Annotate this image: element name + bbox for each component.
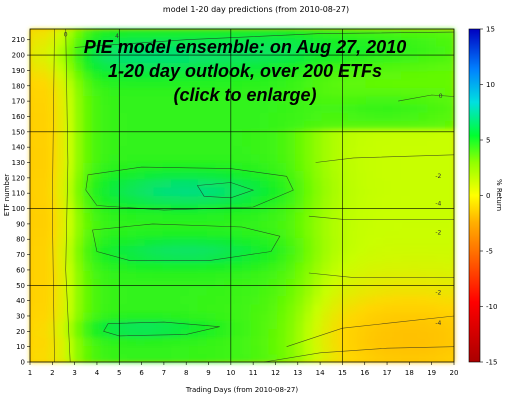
contour-line [315,154,455,163]
contour-line [398,94,455,102]
x-tick-label: 8 [184,369,188,377]
contour-line [196,182,255,199]
gridlines [30,29,454,362]
colorbar-gradient [468,28,481,363]
overlay-line-1[interactable]: PIE model ensemble: on Aug 27, 2010 [84,37,406,57]
contour-line [92,223,281,261]
x-tick-label: 5 [117,369,121,377]
y-tick-label: 140 [12,144,25,152]
contour-labels: 0 4 0 -2 -2 -4 -2 -4 [64,32,443,327]
x-tick-label: 16 [360,369,369,377]
x-tick-label: 6 [139,369,144,377]
plot-area: 0 4 0 -2 -2 -4 -2 -4 [29,28,455,363]
x-tick-label: 1 [28,369,32,377]
colorbar-ticks: 15 10 5 0 -5 -10 -15 [480,26,497,367]
plot-frame [29,28,455,363]
x-tick-label: 9 [206,369,210,377]
y-tick-label: 20 [16,328,25,336]
x-tick-label: 7 [162,369,166,377]
y-tick-label: 120 [12,174,25,182]
y-tick-label: 70 [16,251,25,259]
colorbar-tick-label: -10 [486,303,497,311]
overlay-line-2[interactable]: 1-20 day outlook, over 200 ETFs [108,61,382,81]
y-tick-label: 160 [12,113,25,121]
y-tick-label: 180 [12,82,25,90]
x-axis-ticks: 1 2 3 4 5 6 7 8 9 10 11 12 13 14 15 16 17 18 19 20 [28,362,459,377]
contour-label: -4 [435,200,441,207]
contour-label: 0 [64,32,68,39]
x-tick-label: 13 [293,369,302,377]
y-tick-label: 150 [12,128,25,136]
contour-line [74,31,455,48]
y-tick-label: 210 [12,36,25,44]
y-tick-label: 100 [12,205,25,213]
contour-line [65,28,71,363]
x-tick-label: 14 [316,369,325,377]
contour-label: -2 [435,173,441,180]
contour-line [264,346,455,363]
y-tick-label: 80 [16,236,25,244]
colorbar-tick-label: 5 [486,137,490,145]
contour-label: 4 [115,33,119,40]
y-tick-label: 10 [16,343,25,351]
overlay-line-3[interactable]: (click to enlarge) [173,85,316,105]
x-tick-label: 18 [405,369,414,377]
heatmap-field [30,29,455,363]
chart-title: model 1-20 day predictions (from 2010-08… [163,5,349,14]
contour-line [103,321,220,337]
colorbar-title: % Return [495,179,503,211]
contour-line [85,166,294,211]
x-tick-label: 20 [450,369,459,377]
y-tick-label: 170 [12,98,25,106]
x-tick-label: 15 [338,369,347,377]
x-tick-label: 3 [72,369,76,377]
y-tick-label: 50 [16,282,25,290]
y-tick-label: 40 [16,297,25,305]
x-tick-label: 12 [271,369,280,377]
x-tick-label: 19 [427,369,436,377]
y-tick-label: 60 [16,266,25,274]
y-tick-label: 200 [12,52,25,60]
x-tick-label: 4 [95,369,100,377]
colorbar: 15 10 5 0 -5 -10 -15 % Return [468,26,503,367]
y-tick-label: 0 [21,359,25,367]
y-tick-label: 90 [16,220,25,228]
contour-label: -2 [435,230,441,237]
overlay-caption[interactable]: PIE model ensemble: on Aug 27, 2010 1-20… [84,37,406,105]
contour-line [308,272,454,278]
y-tick-label: 30 [16,312,25,320]
y-tick-label: 190 [12,67,25,75]
x-tick-label: 2 [50,369,54,377]
x-tick-label: 11 [249,369,258,377]
colorbar-tick-label: -15 [486,359,497,367]
colorbar-tick-label: 0 [486,192,490,200]
y-axis-ticks: 0 10 20 30 40 50 60 70 80 90 100 110 120 130 140 150 160… [12,36,30,367]
contour-label: -4 [435,320,441,327]
colorbar-tick-label: 15 [486,26,495,34]
x-tick-label: 10 [226,369,235,377]
y-tick-label: 130 [12,159,25,167]
contour-label: -2 [435,289,441,296]
contour-label: 0 [439,93,443,100]
y-axis-title: ETF number [3,174,11,216]
colorbar-tick-label: 10 [486,81,495,89]
x-tick-label: 17 [383,369,392,377]
x-axis-title: Trading Days (from 2010-08-27) [185,386,299,394]
colorbar-tick-label: -5 [486,248,493,256]
y-tick-label: 110 [12,190,25,198]
